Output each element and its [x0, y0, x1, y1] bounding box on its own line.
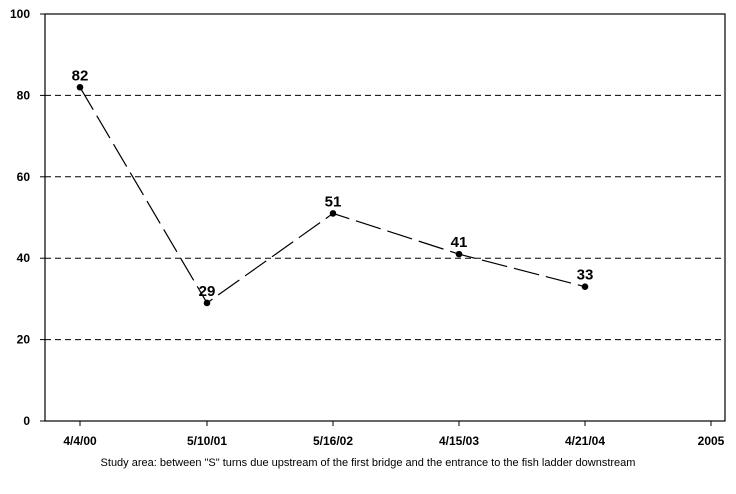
x-tick-label: 4/4/00 — [63, 434, 97, 448]
chart-caption: Study area: between "S" turns due upstre… — [100, 457, 636, 469]
y-tick-label: 60 — [17, 170, 31, 184]
y-tick-label: 80 — [17, 88, 31, 102]
data-label: 33 — [577, 267, 594, 284]
data-label: 82 — [72, 67, 89, 84]
y-tick-label: 20 — [17, 333, 31, 347]
x-tick-label: 4/15/03 — [439, 434, 479, 448]
x-tick-label: 2005 — [698, 434, 725, 448]
x-tick-label: 5/16/02 — [313, 434, 353, 448]
y-tick-label: 40 — [17, 251, 31, 265]
plot-frame — [44, 13, 726, 422]
x-tick-label: 4/21/04 — [565, 434, 605, 448]
data-point — [455, 250, 463, 258]
data-point — [76, 83, 84, 91]
data-point — [581, 283, 589, 290]
y-tick-label: 100 — [10, 7, 30, 21]
data-label: 29 — [199, 283, 216, 300]
data-label: 41 — [451, 234, 468, 251]
data-label: 51 — [325, 193, 342, 210]
y-tick-label: 0 — [23, 414, 30, 428]
data-point — [203, 299, 211, 307]
data-point — [329, 210, 337, 217]
x-tick-label: 5/10/01 — [187, 434, 227, 448]
